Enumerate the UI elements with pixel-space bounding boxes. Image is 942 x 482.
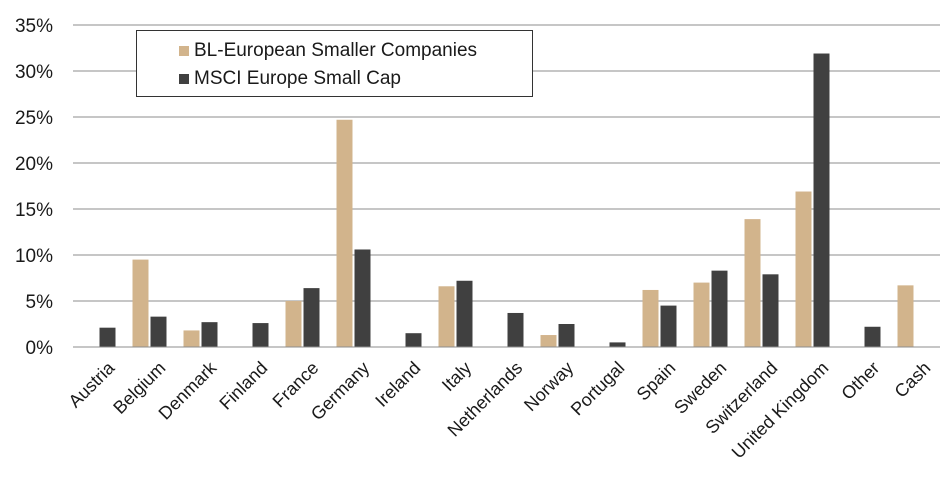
bar-msci-europe-small-cap-portugal bbox=[609, 342, 626, 347]
y-tick-label: 20% bbox=[15, 154, 53, 175]
bar-msci-europe-small-cap-other bbox=[864, 326, 881, 347]
y-tick-label: 35% bbox=[15, 16, 53, 37]
legend: BL-European Smaller Companies MSCI Europ… bbox=[136, 30, 533, 97]
bar-msci-europe-small-cap-switzerland bbox=[762, 274, 779, 347]
x-tick-label: Portugal bbox=[567, 358, 629, 420]
x-tick-label: United Kingdom bbox=[728, 358, 833, 463]
x-tick-label: Cash bbox=[891, 358, 935, 402]
y-tick-label: 30% bbox=[15, 62, 53, 83]
x-tick-label: Ireland bbox=[371, 358, 424, 411]
bar-bl-european-smaller-companies-norway bbox=[540, 335, 557, 347]
bar-bl-european-smaller-companies-switzerland bbox=[744, 219, 761, 347]
y-axis-tick-labels: 0% 5% 10% 15% 20% 25% 30% 35% bbox=[15, 16, 53, 359]
bars bbox=[99, 53, 914, 348]
bar-bl-european-smaller-companies-germany bbox=[336, 119, 353, 347]
bar-msci-europe-small-cap-netherlands bbox=[507, 312, 524, 347]
x-axis-tick-labels: AustriaBelgiumDenmarkFinlandFranceGerman… bbox=[65, 357, 935, 462]
x-tick-label: Denmark bbox=[155, 357, 221, 423]
bar-bl-european-smaller-companies-cash bbox=[897, 285, 914, 347]
bar-msci-europe-small-cap-germany bbox=[354, 249, 371, 347]
x-tick-label: Other bbox=[837, 358, 883, 404]
bar-msci-europe-small-cap-ireland bbox=[405, 333, 422, 347]
legend-entry-bl-european-smaller-companies: BL-European Smaller Companies bbox=[179, 39, 477, 63]
y-tick-label: 10% bbox=[15, 246, 53, 267]
x-tick-label: Italy bbox=[438, 358, 475, 395]
legend-entry-msci-europe-small-cap: MSCI Europe Small Cap bbox=[179, 67, 401, 91]
x-tick-label: Spain bbox=[633, 358, 680, 405]
bar-bl-european-smaller-companies-france bbox=[285, 301, 302, 347]
x-tick-label: Finland bbox=[215, 358, 271, 414]
legend-label: MSCI Europe Small Cap bbox=[194, 68, 401, 89]
bar-msci-europe-small-cap-austria bbox=[99, 327, 116, 347]
bar-msci-europe-small-cap-sweden bbox=[711, 270, 728, 347]
legend-swatch-bl-european-smaller-companies bbox=[179, 46, 189, 56]
bar-msci-europe-small-cap-france bbox=[303, 288, 320, 347]
bar-bl-european-smaller-companies-sweden bbox=[693, 282, 710, 347]
bar-msci-europe-small-cap-italy bbox=[456, 280, 473, 347]
legend-swatch-msci-europe-small-cap bbox=[179, 74, 189, 84]
bar-bl-european-smaller-companies-denmark bbox=[183, 330, 200, 347]
y-tick-label: 0% bbox=[26, 338, 54, 359]
bar-msci-europe-small-cap-spain bbox=[660, 305, 677, 347]
bar-msci-europe-small-cap-united-kingdom bbox=[813, 53, 830, 348]
bar-msci-europe-small-cap-norway bbox=[558, 324, 575, 347]
legend-label: BL-European Smaller Companies bbox=[194, 40, 478, 61]
bar-bl-european-smaller-companies-belgium bbox=[132, 259, 149, 347]
y-tick-label: 5% bbox=[26, 292, 54, 313]
bar-bl-european-smaller-companies-spain bbox=[642, 289, 659, 347]
bar-bl-european-smaller-companies-united-kingdom bbox=[795, 191, 812, 347]
bar-bl-european-smaller-companies-italy bbox=[438, 286, 455, 347]
y-tick-label: 15% bbox=[15, 200, 53, 221]
y-tick-label: 25% bbox=[15, 108, 53, 129]
bar-msci-europe-small-cap-denmark bbox=[201, 322, 218, 347]
bar-msci-europe-small-cap-finland bbox=[252, 323, 269, 347]
bar-msci-europe-small-cap-belgium bbox=[150, 316, 167, 347]
